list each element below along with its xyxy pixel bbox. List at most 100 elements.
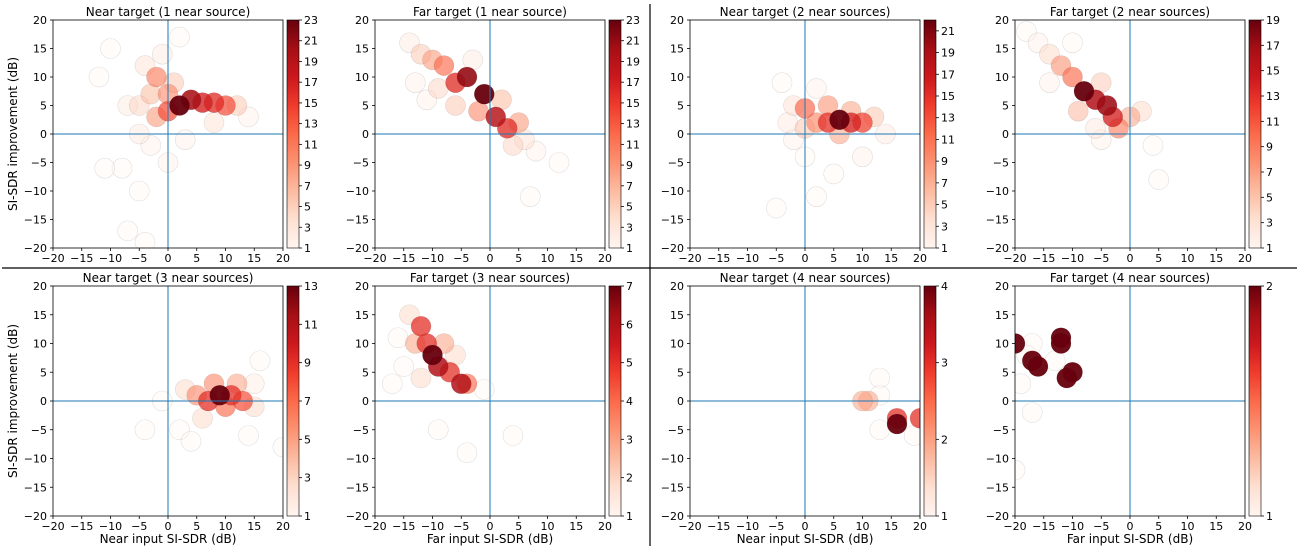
y-tick-label: 10 bbox=[33, 338, 47, 351]
x-tick-label: 10 bbox=[219, 252, 233, 265]
x-tick-label: 15 bbox=[569, 252, 583, 265]
data-point bbox=[140, 135, 162, 156]
data-point bbox=[393, 356, 415, 377]
y-tick-label: −20 bbox=[661, 242, 684, 255]
x-tick-label: 5 bbox=[193, 252, 200, 265]
x-tick-label: 5 bbox=[193, 520, 200, 533]
y-tick-label: −5 bbox=[31, 424, 47, 437]
data-point bbox=[1090, 129, 1112, 150]
colorbar-tick-label: 1 bbox=[1266, 242, 1273, 255]
x-tick-label: −20 bbox=[41, 252, 64, 265]
data-point bbox=[886, 413, 908, 435]
data-point bbox=[238, 106, 259, 128]
data-point bbox=[174, 129, 196, 150]
plot-area bbox=[852, 367, 920, 446]
x-tick-label: 10 bbox=[541, 252, 555, 265]
data-point bbox=[1056, 367, 1078, 389]
colorbar-gradient bbox=[608, 19, 622, 249]
y-tick-label: −10 bbox=[346, 453, 369, 466]
data-point bbox=[88, 66, 110, 88]
y-tick-label: −10 bbox=[24, 185, 47, 198]
colorbar-gradient bbox=[923, 19, 937, 249]
data-point bbox=[473, 83, 495, 105]
y-tick-label: −20 bbox=[986, 510, 1009, 523]
y-tick-label: 20 bbox=[33, 280, 47, 293]
panel-title: Near target (2 near sources) bbox=[720, 5, 891, 19]
x-tick-label: 15 bbox=[247, 520, 261, 533]
x-tick-label: −5 bbox=[453, 252, 469, 265]
colorbar-tick-label: 19 bbox=[626, 55, 640, 68]
colorbar-tick-label: 5 bbox=[1266, 191, 1273, 204]
data-point bbox=[1062, 32, 1083, 54]
y-tick-label: 10 bbox=[33, 71, 47, 84]
colorbar-tick-label: 13 bbox=[941, 112, 955, 125]
data-point bbox=[777, 112, 799, 133]
data-point bbox=[445, 95, 466, 116]
y-tick-label: 5 bbox=[677, 366, 684, 379]
panel-5: Near target (3 near sources) −20 −15 −10 −5 0… bbox=[6, 271, 318, 546]
data-point bbox=[169, 26, 190, 48]
y-tick-label: 20 bbox=[995, 14, 1009, 27]
panel-title: Far target (3 near sources) bbox=[410, 271, 570, 285]
y-tick-label: −10 bbox=[661, 185, 684, 198]
panel-6: Far target (3 near sources) −20 −15 −10 −5 0 5… bbox=[346, 271, 633, 546]
data-point bbox=[869, 419, 891, 441]
y-tick-label: 5 bbox=[1002, 366, 1009, 379]
x-tick-label: 0 bbox=[165, 252, 172, 265]
colorbar-gradient bbox=[1248, 19, 1262, 249]
data-point bbox=[433, 55, 455, 76]
data-point bbox=[203, 112, 225, 133]
data-point bbox=[146, 66, 167, 88]
colorbar-gradient bbox=[1248, 285, 1262, 517]
y-tick-label: −15 bbox=[346, 214, 369, 227]
y-tick-label: 5 bbox=[40, 366, 47, 379]
data-point bbox=[134, 232, 156, 248]
colorbar-tick-label: 13 bbox=[304, 280, 318, 293]
plot-area bbox=[88, 26, 259, 248]
data-point bbox=[806, 186, 827, 207]
x-tick-label: 10 bbox=[541, 520, 555, 533]
y-tick-label: 5 bbox=[362, 366, 369, 379]
data-point bbox=[404, 72, 426, 93]
x-tick-label: −15 bbox=[707, 252, 730, 265]
x-tick-label: 0 bbox=[1127, 252, 1134, 265]
x-tick-label: 15 bbox=[569, 520, 583, 533]
data-point bbox=[117, 220, 139, 242]
x-tick-label: −20 bbox=[363, 252, 386, 265]
colorbar-tick-label: 11 bbox=[304, 318, 318, 331]
colorbar-tick-label: 7 bbox=[626, 280, 633, 293]
colorbar-tick-label: 1 bbox=[1266, 510, 1273, 523]
colorbar-tick-label: 17 bbox=[626, 76, 640, 89]
y-tick-label: 20 bbox=[355, 280, 369, 293]
x-axis-label: Near input SI-SDR (dB) bbox=[737, 532, 874, 546]
data-point bbox=[456, 442, 478, 464]
y-tick-label: −10 bbox=[986, 185, 1009, 198]
x-tick-label: 5 bbox=[830, 520, 837, 533]
y-tick-label: 10 bbox=[995, 71, 1009, 84]
panel-8: Far target (4 near sources) −20 −15 −10 −5 0 5… bbox=[986, 271, 1273, 546]
plot-area bbox=[1015, 327, 1083, 481]
y-tick-label: 0 bbox=[677, 395, 684, 408]
data-point bbox=[869, 367, 891, 389]
data-point bbox=[387, 327, 409, 349]
colorbar-tick-label: 11 bbox=[304, 138, 318, 151]
colorbar-tick-label: 6 bbox=[626, 318, 633, 331]
data-point bbox=[823, 163, 845, 185]
plot-area bbox=[765, 72, 896, 219]
colorbar-tick-label: 7 bbox=[941, 177, 948, 190]
colorbar: 12 bbox=[1248, 280, 1273, 523]
data-point bbox=[1073, 80, 1095, 102]
y-tick-label: 5 bbox=[40, 100, 47, 113]
colorbar-gradient bbox=[286, 285, 300, 517]
x-tick-label: 0 bbox=[165, 520, 172, 533]
data-point bbox=[1050, 333, 1072, 354]
y-tick-label: −15 bbox=[24, 214, 47, 227]
x-tick-label: −5 bbox=[453, 520, 469, 533]
x-tick-label: 20 bbox=[276, 252, 290, 265]
x-tick-label: −20 bbox=[363, 520, 386, 533]
y-axis-label: SI-SDR improvement (dB) bbox=[6, 324, 20, 478]
x-tick-label: −10 bbox=[421, 252, 444, 265]
x-tick-label: −5 bbox=[131, 252, 147, 265]
